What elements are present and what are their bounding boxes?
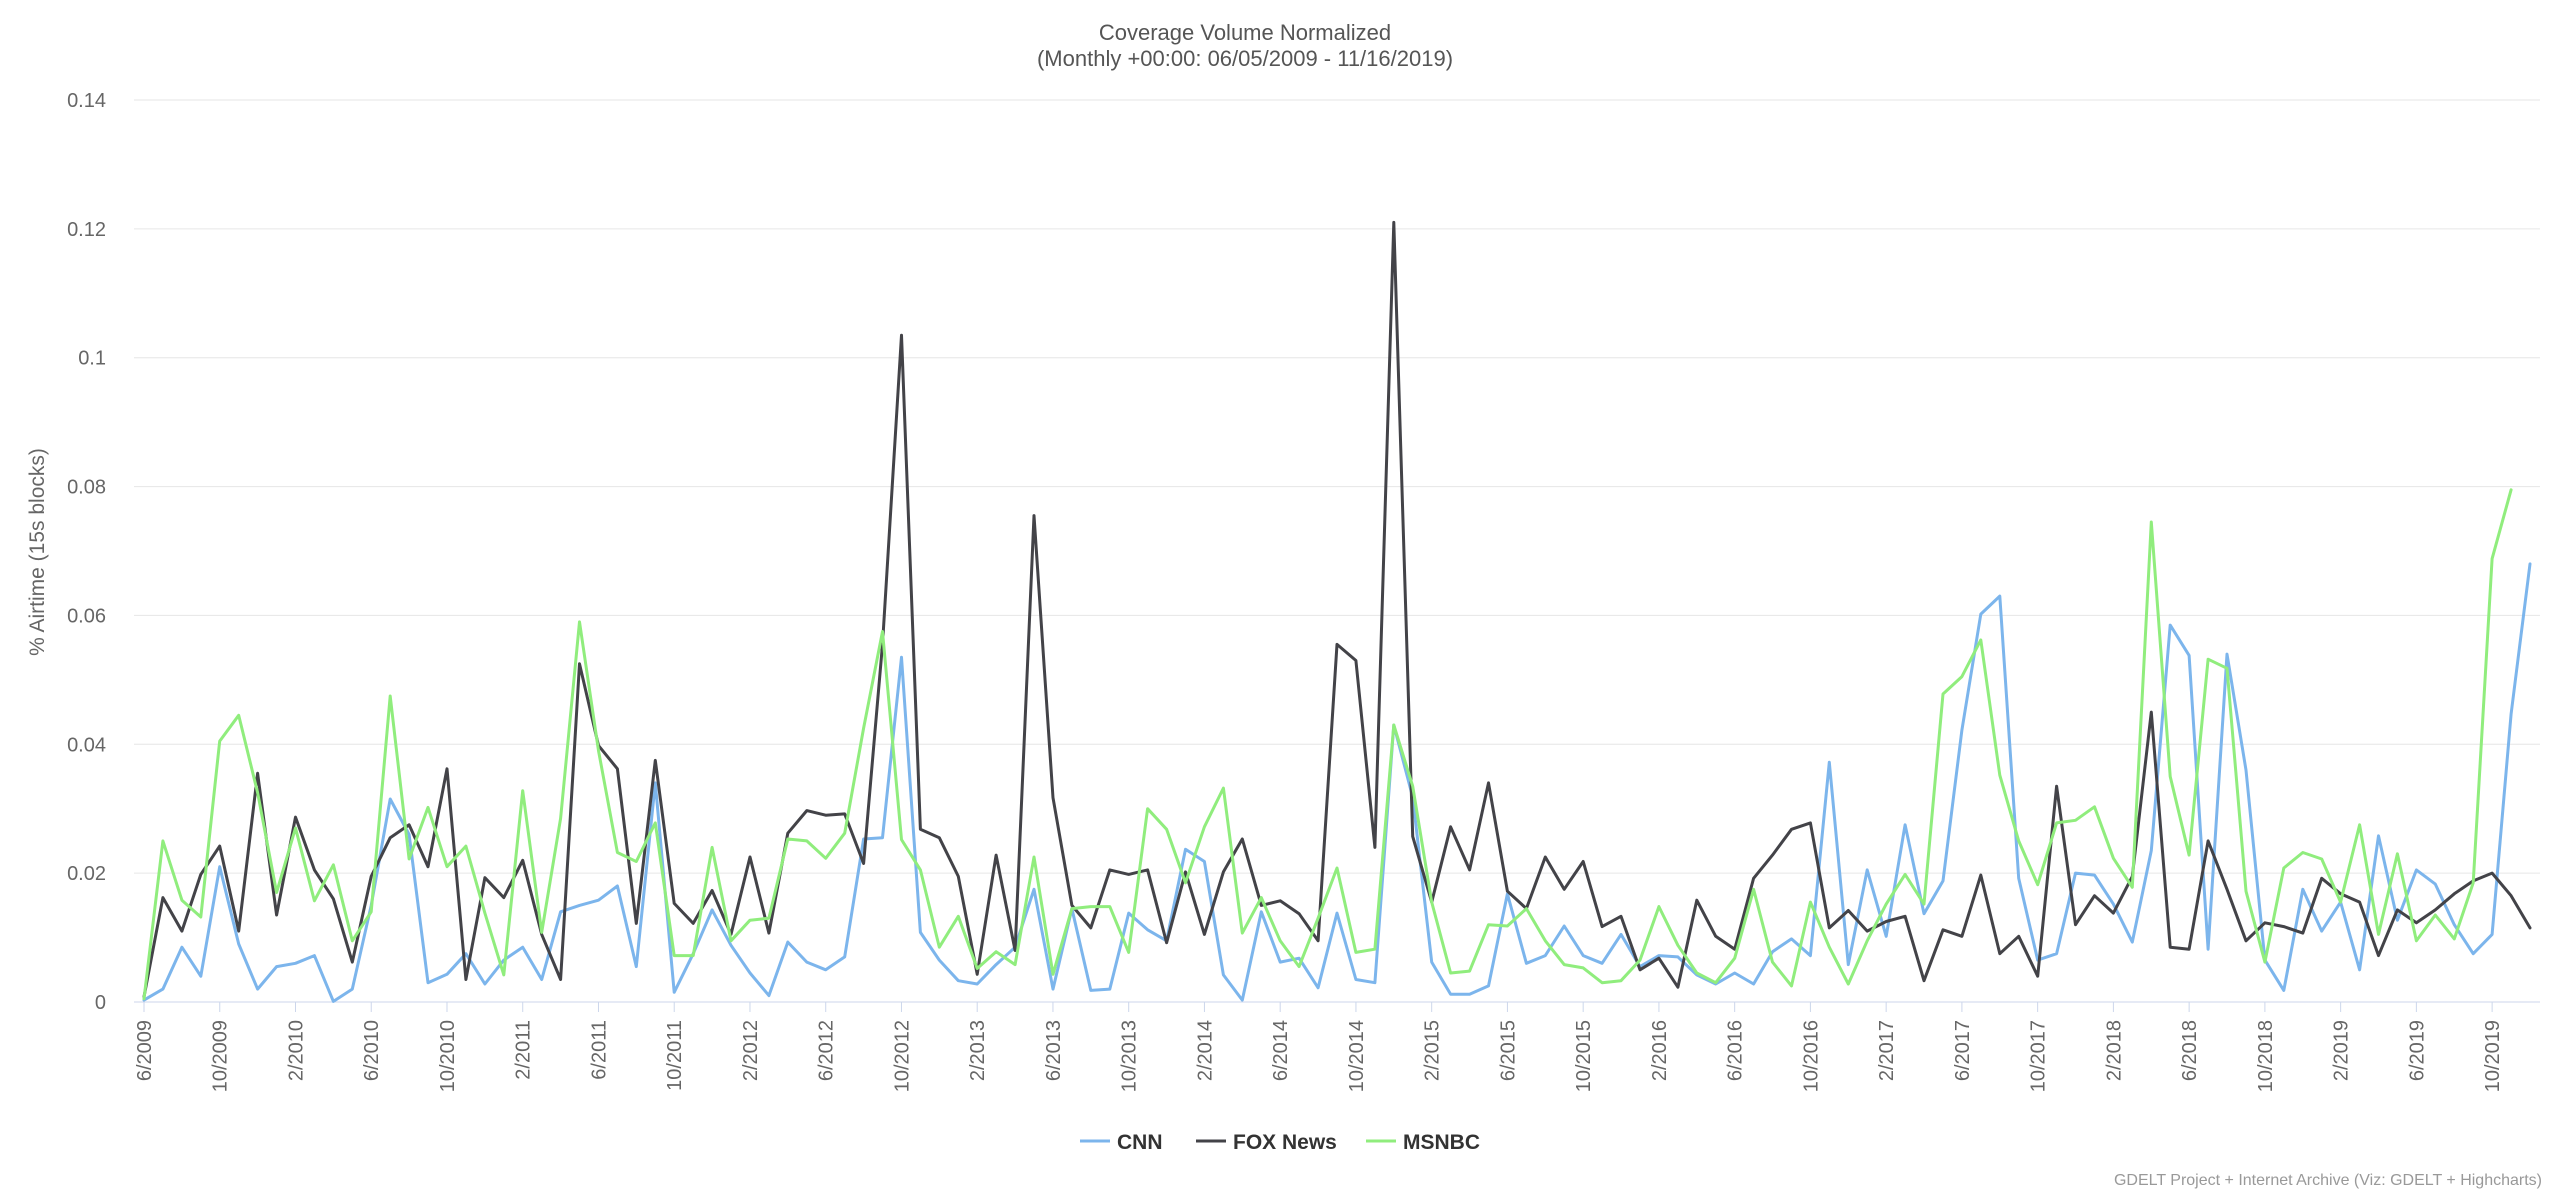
y-tick-label: 0 (95, 992, 106, 1014)
x-tick-label: 10/2016 (1800, 1020, 1822, 1092)
x-tick-label: 6/2017 (1952, 1020, 1974, 1081)
x-tick-label: 6/2019 (2406, 1020, 2428, 1081)
x-tick-label: 2/2018 (2103, 1020, 2125, 1081)
y-axis-label: % Airtime (15s blocks) (26, 448, 49, 656)
x-tick-label: 6/2018 (2179, 1020, 2201, 1081)
y-axis-ticks: 0 0.02 0.04 0.06 0.08 0.1 0.12 0.14 (67, 90, 106, 1014)
x-tick-label: 6/2015 (1497, 1020, 1519, 1081)
y-gridlines (134, 99, 2540, 874)
y-tick-label: 0.12 (67, 219, 106, 241)
x-tick-label: 10/2018 (2255, 1020, 2277, 1092)
x-tick-label: 6/2011 (588, 1020, 610, 1080)
legend-item-fox-news[interactable]: FOX News (1196, 1131, 1337, 1154)
x-tick-label: 10/2009 (210, 1020, 232, 1092)
x-tick-label: 2/2014 (1194, 1020, 1216, 1081)
chart-subtitle: (Monthly +00:00: 06/05/2009 - 11/16/2019… (1037, 46, 1453, 71)
x-tick-label: 10/2015 (1573, 1020, 1595, 1092)
x-tick-label: 2/2015 (1422, 1020, 1444, 1081)
x-tick-label: 10/2013 (1119, 1020, 1141, 1092)
x-tick-label: 10/2014 (1346, 1020, 1368, 1092)
x-tick-label: 2/2011 (513, 1020, 535, 1080)
x-tick-label: 6/2010 (361, 1020, 383, 1081)
legend-label-fox-news: FOX News (1233, 1131, 1337, 1154)
x-tick-label: 2/2010 (285, 1020, 307, 1081)
series-line-msnbc[interactable] (142, 488, 2513, 1001)
x-axis-ticks: 6/2009 10/2009 2/2010 6/2010 10/2010 2/2011 6/… (134, 1002, 2504, 1092)
x-tick-label: 2/2019 (2331, 1020, 2353, 1081)
x-tick-label: 6/2012 (816, 1020, 838, 1081)
y-tick-label: 0.1 (78, 348, 106, 370)
y-tick-label: 0.04 (67, 734, 106, 756)
x-tick-label: 6/2009 (134, 1020, 156, 1081)
series-lines (142, 220, 2532, 1003)
y-tick-label: 0.06 (67, 605, 106, 627)
x-tick-label: 2/2012 (740, 1020, 762, 1081)
x-tick-label: 10/2012 (891, 1020, 913, 1092)
series-line-cnn[interactable] (142, 562, 2532, 1003)
legend-item-msnbc[interactable]: MSNBC (1366, 1131, 1480, 1154)
x-tick-label: 6/2016 (1725, 1020, 1747, 1081)
x-tick-label: 10/2011 (664, 1020, 686, 1091)
y-tick-label: 0.14 (67, 90, 106, 112)
x-tick-label: 10/2010 (437, 1020, 459, 1092)
y-tick-label: 0.02 (67, 863, 106, 885)
series-line-fox-news[interactable] (142, 220, 2532, 999)
x-tick-label: 2/2016 (1649, 1020, 1671, 1081)
legend: CNN FOX News MSNBC (1080, 1131, 1480, 1154)
x-tick-label: 2/2017 (1876, 1020, 1898, 1081)
x-tick-label: 6/2013 (1043, 1020, 1065, 1081)
chart-credit[interactable]: GDELT Project + Internet Archive (Viz: G… (2114, 1172, 2542, 1189)
x-tick-label: 10/2017 (2028, 1020, 2050, 1092)
chart-title: Coverage Volume Normalized (1099, 20, 1391, 45)
legend-label-cnn: CNN (1117, 1131, 1163, 1154)
legend-item-cnn[interactable]: CNN (1080, 1131, 1163, 1154)
x-tick-label: 10/2019 (2482, 1020, 2504, 1092)
y-tick-label: 0.08 (67, 477, 106, 499)
x-tick-label: 2/2013 (967, 1020, 989, 1081)
x-tick-label: 6/2014 (1270, 1020, 1292, 1081)
legend-label-msnbc: MSNBC (1403, 1131, 1480, 1154)
